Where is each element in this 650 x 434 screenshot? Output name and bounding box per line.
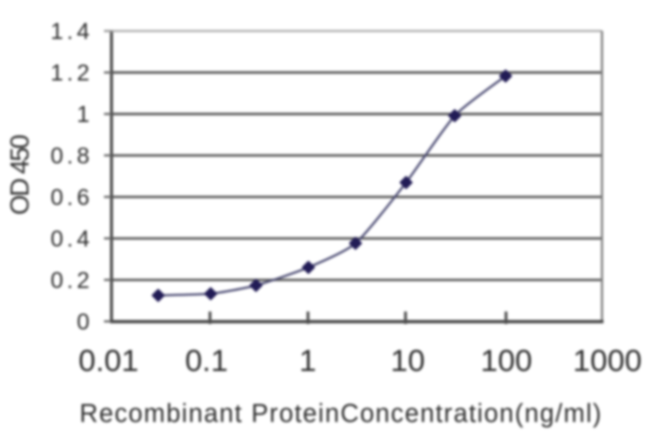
svg-text:1: 1	[299, 343, 316, 378]
svg-text:1.2: 1.2	[51, 60, 93, 86]
svg-text:0.01: 0.01	[78, 343, 138, 378]
svg-text:0.2: 0.2	[51, 267, 93, 293]
svg-text:0.6: 0.6	[51, 184, 93, 210]
svg-text:1: 1	[77, 101, 93, 127]
svg-text:0.1: 0.1	[185, 343, 228, 378]
svg-text:0.8: 0.8	[51, 143, 93, 169]
svg-text:OD 450: OD 450	[5, 135, 35, 215]
svg-text:10: 10	[390, 343, 424, 378]
svg-text:100: 100	[481, 343, 533, 378]
svg-text:0: 0	[77, 309, 93, 335]
svg-text:1.4: 1.4	[51, 18, 93, 44]
svg-text:Recombinant ProteinConcentrati: Recombinant ProteinConcentration(ng/ml)	[79, 400, 602, 428]
svg-text:0.4: 0.4	[51, 226, 93, 252]
svg-text:1000: 1000	[573, 343, 642, 378]
